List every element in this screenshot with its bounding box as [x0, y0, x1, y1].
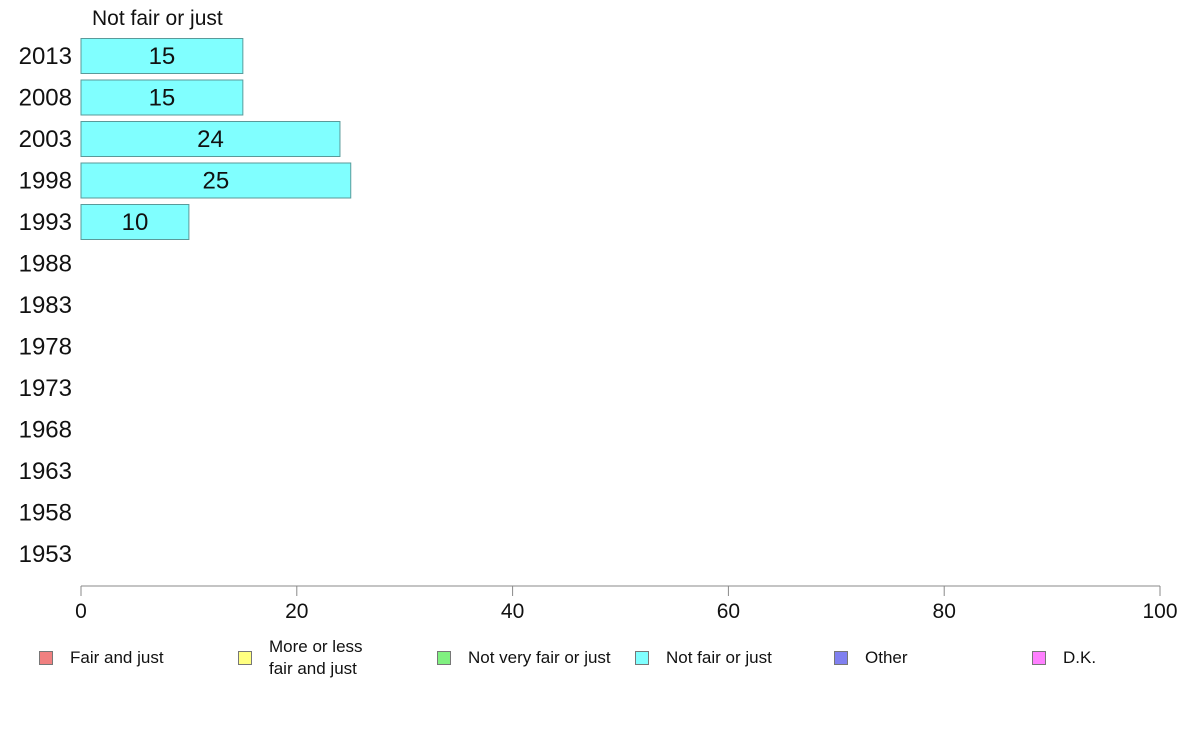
data-label: 15	[149, 85, 176, 112]
legend-item-fair-and-just: Fair and just	[39, 636, 164, 680]
legend-swatch	[834, 651, 848, 665]
category-label: 1973	[19, 375, 72, 402]
category-label: 1963	[19, 458, 72, 485]
legend-swatch	[238, 651, 252, 665]
legend-item-dk: D.K.	[1032, 636, 1096, 680]
bar	[80, 204, 190, 240]
category-label: 1958	[19, 500, 72, 527]
bar	[80, 121, 341, 157]
x-tick-label: 20	[285, 600, 308, 623]
chart-title: Not fair or just	[92, 7, 223, 30]
data-label: 15	[149, 43, 176, 70]
category-label: 2013	[19, 43, 72, 70]
legend-label: D.K.	[1063, 648, 1097, 667]
data-label: 25	[203, 168, 230, 195]
x-tick-label: 100	[1142, 600, 1177, 623]
legend: Fair and just More or less fair and just…	[0, 636, 1188, 686]
category-label: 1953	[19, 541, 72, 568]
data-label: 10	[122, 209, 149, 236]
x-tick-label: 0	[75, 600, 87, 623]
legend-swatch	[635, 651, 649, 665]
legend-item-other: Other	[834, 636, 908, 680]
legend-label: Not very fair or just	[468, 648, 611, 667]
legend-swatch	[39, 651, 53, 665]
legend-item-not-fair-or-just: Not fair or just	[635, 636, 772, 680]
x-tick-label: 80	[933, 600, 956, 623]
x-tick-label: 60	[717, 600, 740, 623]
data-label: 24	[197, 126, 224, 153]
x-tick-label: 40	[501, 600, 524, 623]
category-label: 2008	[19, 85, 72, 112]
category-label: 1998	[19, 168, 72, 195]
bar-chart: Not fair or just 2013 2008 2003 1998 1993 198…	[19, 7, 1178, 623]
bar	[80, 79, 244, 116]
bar	[80, 38, 244, 74]
category-label: 1983	[19, 292, 72, 319]
legend-swatch	[1032, 651, 1046, 665]
legend-item-not-very-fair-or-just: Not very fair or just	[437, 636, 611, 680]
legend-label: More or less fair and just	[269, 637, 363, 678]
legend-label: Fair and just	[70, 648, 164, 667]
category-label: 1993	[19, 209, 72, 236]
legend-swatch	[437, 651, 451, 665]
bar	[80, 162, 352, 199]
legend-label: Not fair or just	[666, 648, 772, 667]
category-label: 1988	[19, 251, 72, 278]
category-label: 1978	[19, 334, 72, 361]
legend-item-more-or-less-fair-and-just: More or less fair and just	[238, 636, 363, 680]
category-label: 1968	[19, 417, 72, 444]
category-label: 2003	[19, 126, 72, 153]
legend-label: Other	[865, 648, 908, 667]
